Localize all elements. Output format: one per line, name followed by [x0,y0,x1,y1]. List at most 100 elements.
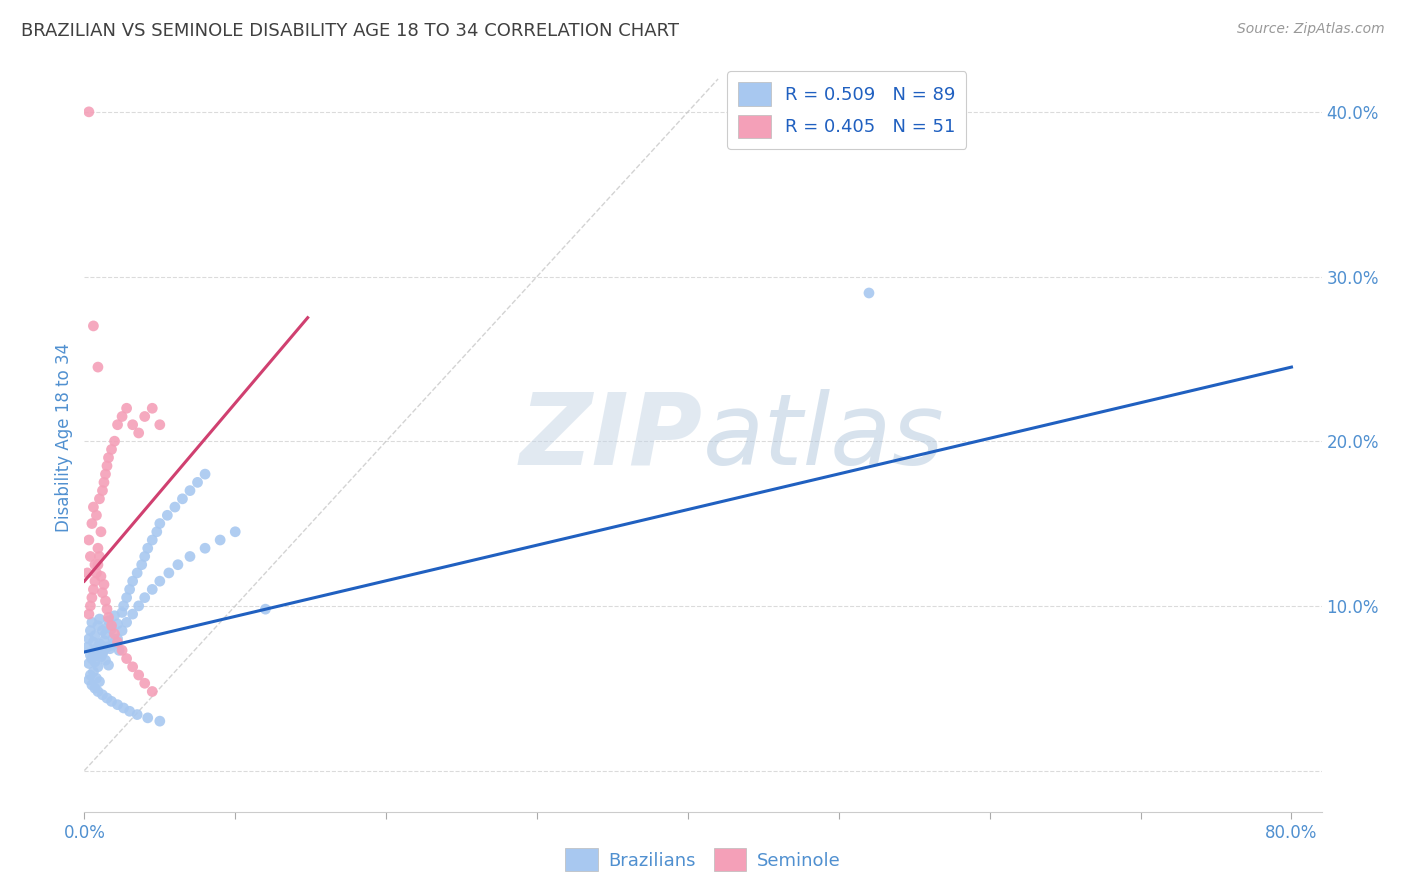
Point [91,483,114,498]
Point [157,566,180,580]
Point [84,558,107,572]
Point [107,635,129,649]
Point [80,678,103,692]
Point [194,541,217,556]
Point [127,566,149,580]
Point [91,624,114,638]
Point [79,599,101,613]
Point [86,508,108,523]
Point [90,569,112,583]
Point [100,442,122,457]
Point [77,673,100,687]
Point [112,701,135,715]
Point [128,599,150,613]
Point [141,582,163,597]
Point [149,516,172,531]
Point [115,401,138,416]
Point [172,491,194,506]
Point [121,660,143,674]
Point [82,645,104,659]
Point [79,668,101,682]
Point [136,711,159,725]
Text: ZIP: ZIP [520,389,703,485]
Point [79,549,101,564]
Point [107,417,129,432]
Point [179,549,201,564]
Point [96,640,118,654]
Point [87,558,110,572]
Point [97,658,120,673]
Point [100,622,122,636]
Point [108,643,131,657]
Point [107,617,129,632]
Point [93,643,115,657]
Point [858,285,880,300]
Point [93,475,115,490]
Point [134,591,156,605]
Point [141,401,163,416]
Point [115,591,138,605]
Text: atlas: atlas [703,389,945,485]
Point [134,676,156,690]
Point [105,637,128,651]
Point [111,409,134,424]
Point [82,318,104,333]
Point [186,475,208,490]
Point [90,639,112,653]
Point [146,524,169,539]
Point [96,602,118,616]
Point [86,641,108,656]
Point [82,582,104,597]
Point [87,541,110,556]
Point [103,434,125,449]
Point [77,607,100,621]
Point [94,627,117,641]
Point [96,691,118,706]
Text: Source: ZipAtlas.com: Source: ZipAtlas.com [1237,22,1385,37]
Point [107,698,129,712]
Point [97,614,120,628]
Point [80,516,103,531]
Point [156,508,179,523]
Point [77,632,100,646]
Point [84,681,107,696]
Point [91,688,114,702]
Point [89,637,111,651]
Point [87,360,110,375]
Point [77,657,100,671]
Point [254,602,277,616]
Point [115,615,138,630]
Point [76,640,98,654]
Point [77,533,100,547]
Point [89,612,111,626]
Point [90,649,112,664]
Point [134,409,156,424]
Point [84,655,107,669]
Point [94,594,117,608]
Point [91,585,114,599]
Point [87,684,110,698]
Point [77,104,100,119]
Point [131,558,153,572]
Point [115,651,138,665]
Point [89,491,111,506]
Point [134,549,156,564]
Point [86,648,108,663]
Point [94,467,117,482]
Point [97,450,120,465]
Point [93,633,115,648]
Point [82,500,104,514]
Point [80,651,103,665]
Point [136,541,159,556]
Legend: Brazilians, Seminole: Brazilians, Seminole [558,841,848,879]
Point [107,632,129,646]
Point [149,574,172,589]
Point [87,660,110,674]
Point [163,500,186,514]
Point [103,635,125,649]
Point [100,618,122,632]
Point [82,665,104,679]
Point [224,524,246,539]
Point [82,635,104,649]
Point [89,549,111,564]
